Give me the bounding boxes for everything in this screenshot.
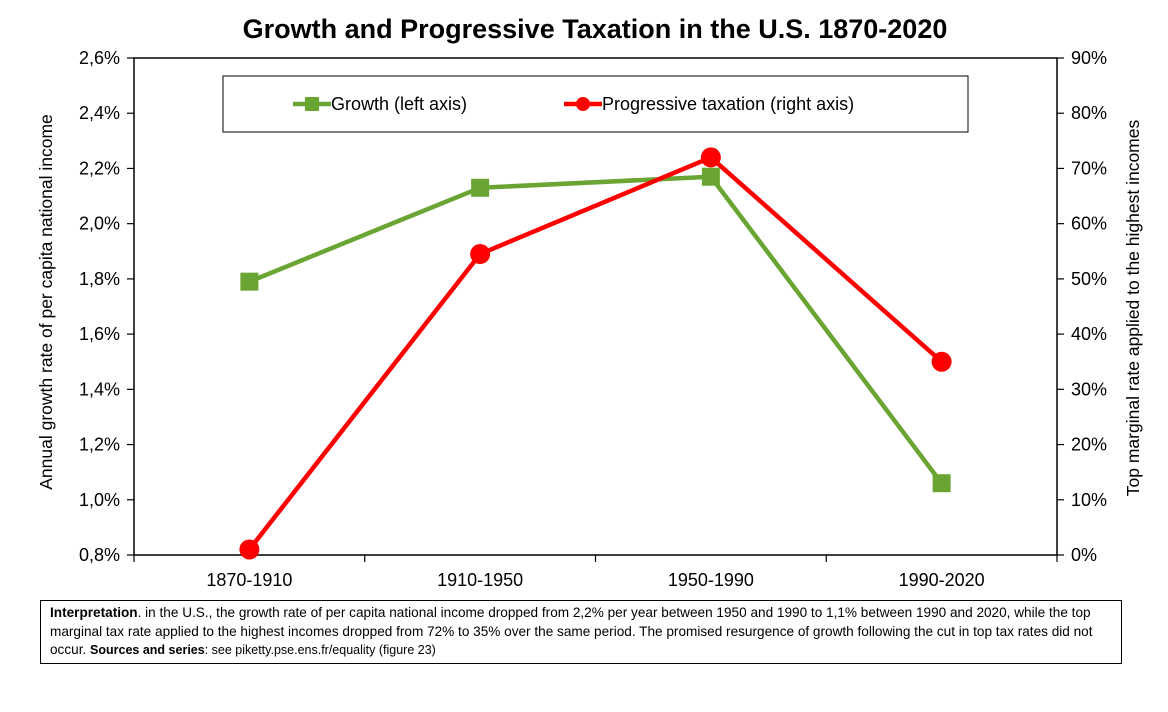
legend-label: Progressive taxation (right axis): [602, 94, 854, 114]
right-axis-ticks: 0% 10% 20% 30% 40% 50% 60% 70% 80% 90%: [1057, 48, 1107, 565]
right-tick-label: 70%: [1071, 158, 1107, 178]
growth-point: [932, 474, 951, 493]
right-tick-label: 0%: [1071, 545, 1097, 565]
growth-point: [701, 167, 720, 186]
legend-square-marker: [305, 97, 319, 111]
growth-point: [471, 178, 490, 197]
x-tick-label: 1910-1950: [437, 570, 523, 590]
plot-frame: [133, 57, 1058, 556]
right-tick-label: 30%: [1071, 379, 1107, 399]
left-tick-label: 1,6%: [79, 324, 120, 344]
sources-label: Sources and series: [90, 643, 205, 657]
legend: Growth (left axis) Progressive taxation (…: [222, 75, 969, 133]
right-tick-label: 10%: [1071, 490, 1107, 510]
left-tick-label: 1,4%: [79, 379, 120, 399]
left-tick-label: 2,4%: [79, 103, 120, 123]
tax-rate-point: [239, 539, 260, 560]
x-tick-label: 1950-1990: [668, 570, 754, 590]
right-tick-label: 50%: [1071, 269, 1107, 289]
interpretation-note: Interpretation. in the U.S., the growth …: [40, 600, 1122, 664]
right-axis-title: Top marginal rate applied to the highest…: [1123, 120, 1143, 497]
right-tick-label: 80%: [1071, 103, 1107, 123]
tax-rate-point: [931, 351, 952, 372]
left-tick-label: 1,8%: [79, 269, 120, 289]
left-tick-label: 2,2%: [79, 158, 120, 178]
left-tick-label: 1,2%: [79, 435, 120, 455]
left-axis-ticks: 0,8% 1,0% 1,2% 1,4% 1,6% 1,8% 2,0% 2,2% 2,4% 2,6%: [79, 48, 134, 565]
growth-point: [240, 272, 259, 291]
interpretation-text: . in the U.S., the growth rate of per ca…: [50, 605, 1093, 657]
legend-items: Growth (left axis) Progressive taxation (…: [293, 94, 854, 114]
right-tick-label: 40%: [1071, 324, 1107, 344]
right-tick-label: 60%: [1071, 214, 1107, 234]
tax-rate-point: [700, 147, 721, 168]
right-tick-label: 90%: [1071, 48, 1107, 68]
legend-label: Growth (left axis): [331, 94, 467, 114]
series-layer: [239, 147, 952, 560]
left-tick-label: 0,8%: [79, 545, 120, 565]
left-tick-label: 2,0%: [79, 214, 120, 234]
tax-rate-point: [470, 244, 491, 265]
left-axis-title: Annual growth rate of per capita nationa…: [36, 114, 56, 490]
right-tick-label: 20%: [1071, 435, 1107, 455]
sources-text: : see piketty.pse.ens.fr/equality (figur…: [204, 643, 436, 657]
left-tick-label: 1,0%: [79, 490, 120, 510]
x-tick-label: 1990-2020: [899, 570, 985, 590]
x-axis-ticks: 1870-1910 1910-1950 1950-1990 1990-2020: [133, 555, 1058, 590]
legend-circle-marker: [576, 97, 590, 111]
interpretation-label: Interpretation: [50, 605, 138, 620]
series-line: [247, 155, 944, 551]
left-tick-label: 2,6%: [79, 48, 120, 68]
series-line: [248, 174, 944, 485]
x-tick-label: 1870-1910: [206, 570, 292, 590]
chart-area: 0,8% 1,0% 1,2% 1,4% 1,6% 1,8% 2,0% 2,2% 2,4% 2,6%…: [36, 48, 1143, 590]
chart-title: Growth and Progressive Taxation in the U…: [242, 14, 948, 44]
